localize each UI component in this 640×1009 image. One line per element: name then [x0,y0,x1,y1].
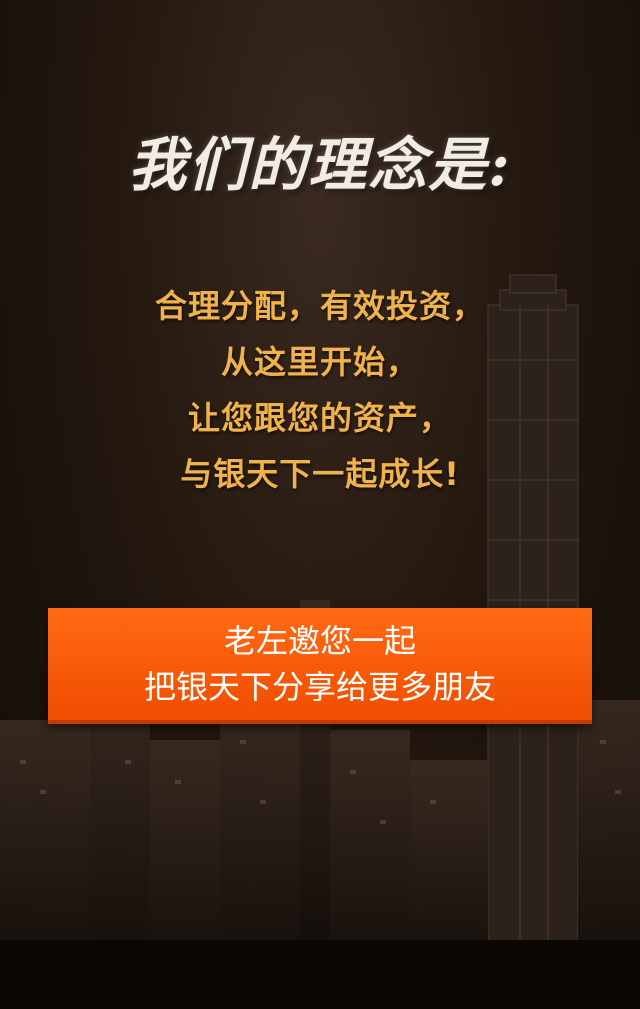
page-title: 我们的理念是: [128,131,512,199]
share-invite-line-1: 老左邀您一起 [223,622,416,660]
share-invite-line-2: 把银天下分享给更多朋友 [143,668,496,706]
slogan-line-1: 合理分配，有效投资， [154,287,485,325]
slogan-block: 合理分配，有效投资， 从这里开始， 让您跟您的资产， 与银天下一起成长! [0,278,640,502]
slogan-line-4: 与银天下一起成长! [180,455,460,493]
share-invite-button[interactable]: 老左邀您一起 把银天下分享给更多朋友 [48,608,592,724]
slogan-line-2: 从这里开始， [220,343,419,381]
slogan-line-3: 让您跟您的资产， [187,399,452,437]
